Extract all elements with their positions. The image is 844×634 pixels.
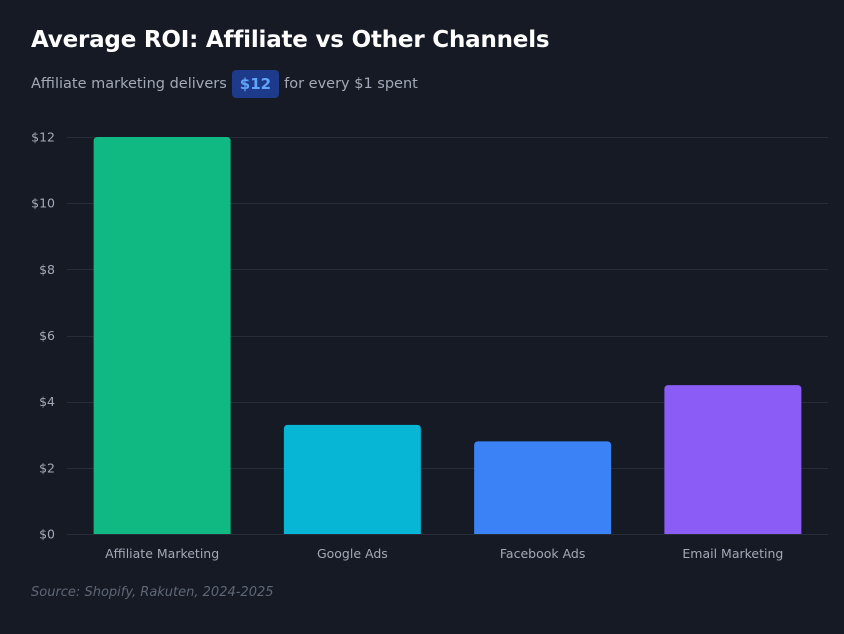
x-axis-ticks: Affiliate Marketing Google Ads Facebook Ad…: [105, 546, 783, 561]
x-tick-label: Google Ads: [317, 546, 388, 561]
y-axis-ticks: $0 $2 $4 $6 $8 $10 $12: [31, 130, 55, 542]
subtitle-text-before: Affiliate marketing delivers: [31, 76, 227, 92]
y-tick-label: $2: [39, 460, 55, 475]
x-tick-label: Facebook Ads: [500, 546, 586, 561]
roi-highlight-badge: $12: [231, 70, 280, 98]
chart-subtitle: Affiliate marketing delivers $12 for eve…: [31, 70, 418, 98]
y-tick-label: $4: [39, 394, 55, 409]
bar-google-ads: [283, 424, 421, 534]
subtitle-text-after: for every $1 spent: [284, 76, 418, 92]
y-tick-label: $6: [39, 328, 55, 343]
x-tick-label: Affiliate Marketing: [105, 546, 219, 561]
y-tick-label: $10: [31, 196, 55, 211]
bar-affiliate-marketing: [93, 137, 231, 534]
y-tick-label: $8: [39, 262, 55, 277]
chart-title: Average ROI: Affiliate vs Other Channels: [31, 27, 550, 53]
y-tick-label: $0: [39, 527, 55, 542]
x-tick-label: Email Marketing: [682, 546, 783, 561]
y-tick-label: $12: [31, 130, 55, 145]
bars: [93, 137, 802, 534]
bar-facebook-ads: [474, 441, 612, 534]
source-note: Source: Shopify, Rakuten, 2024-2025: [31, 585, 274, 600]
bar-email-marketing: [664, 385, 802, 534]
